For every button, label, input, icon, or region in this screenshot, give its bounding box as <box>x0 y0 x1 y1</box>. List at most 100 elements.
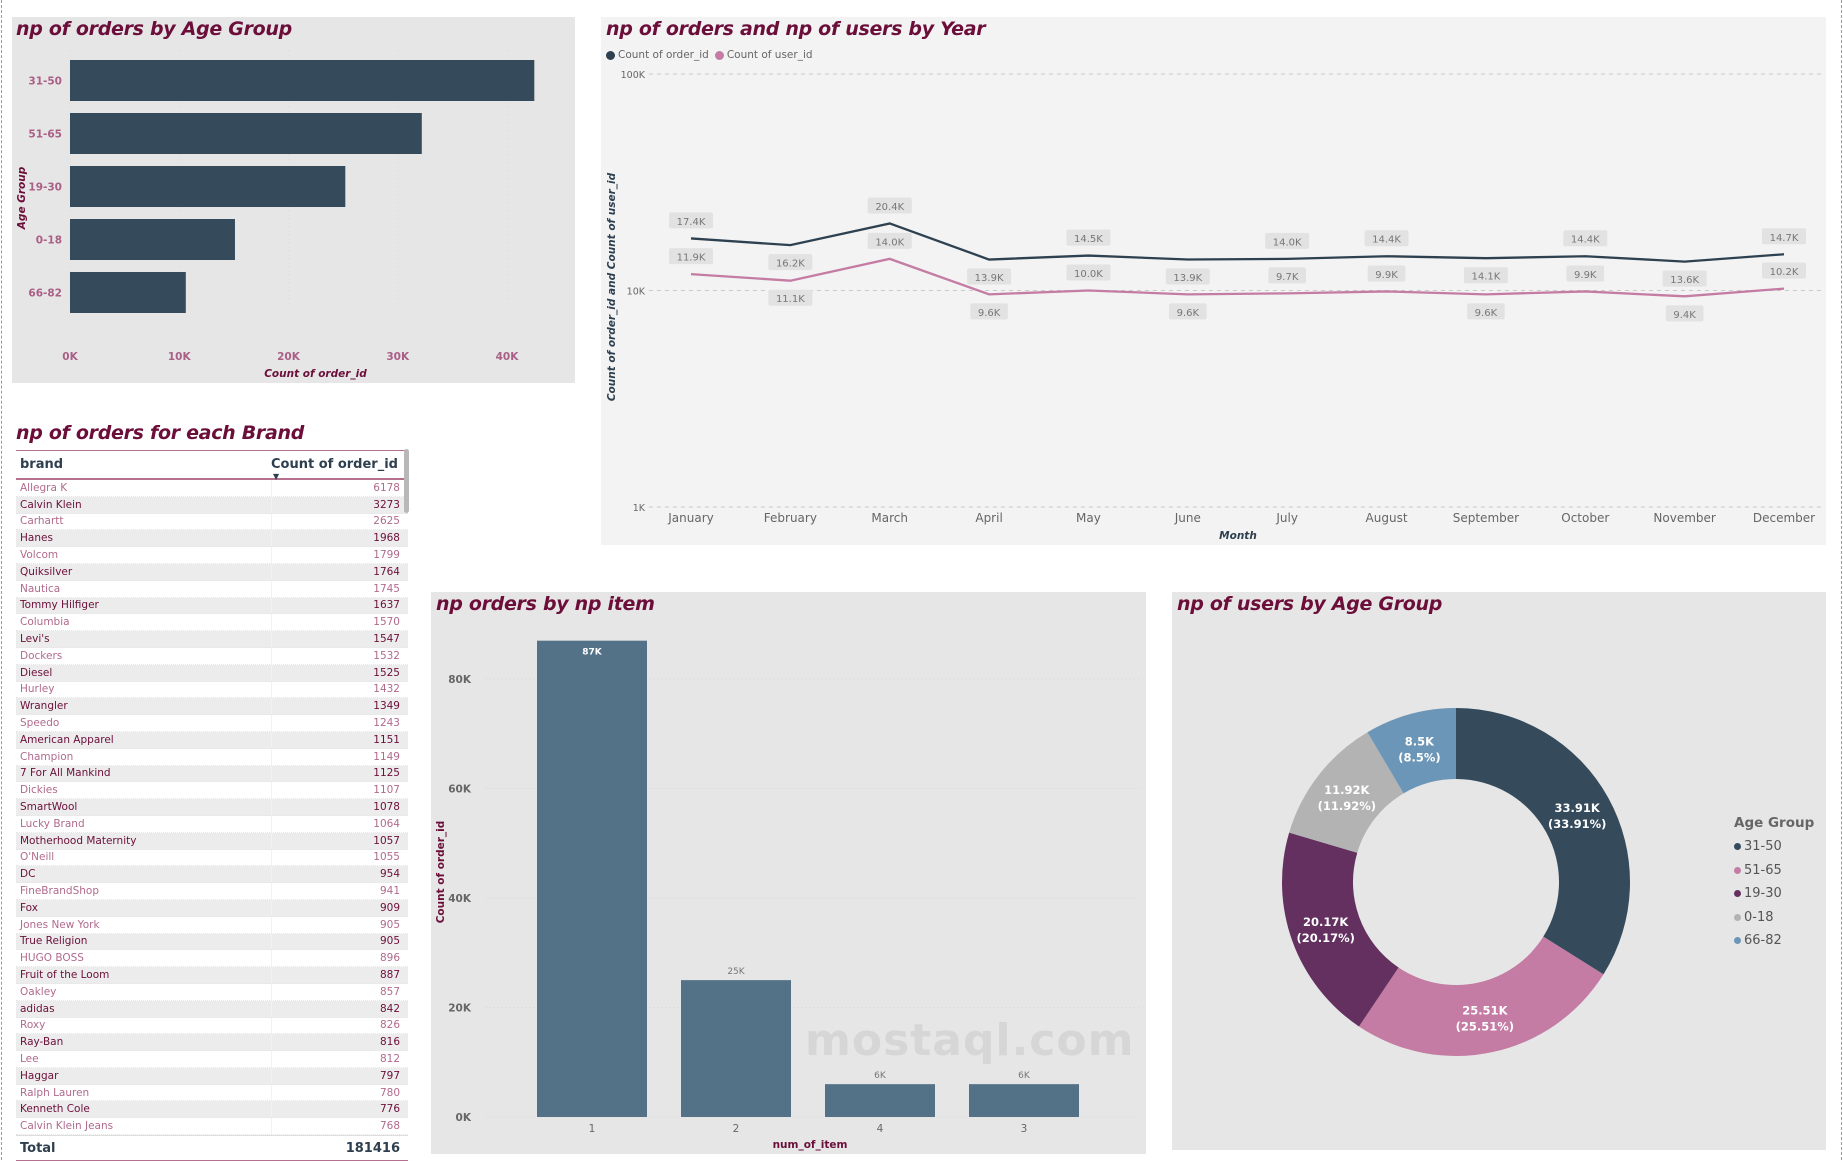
table-row[interactable]: Columbia 1570 <box>16 614 408 632</box>
x-tick-label: December <box>1753 511 1815 525</box>
bar-3 <box>969 1084 1079 1117</box>
total-value: 181416 <box>345 1140 400 1156</box>
table-row[interactable]: 7 For All Mankind 1125 <box>16 765 408 783</box>
table-row[interactable]: Jones New York 905 <box>16 916 408 934</box>
data-label-orders: 14.7K <box>1770 233 1799 244</box>
column-header-brand[interactable]: brand <box>20 457 64 472</box>
legend-dot-icon <box>1734 890 1741 898</box>
column-header-count[interactable]: Count of order_id ▼ <box>271 457 408 481</box>
legend-item-users[interactable]: Count of user_id <box>714 49 813 61</box>
age-bar-panel[interactable]: np of orders by Age Group 0K 10K 20K 30K 40K… <box>12 17 575 383</box>
line-legend: Count of order_id Count of user_id <box>606 49 813 61</box>
count-cell: 3273 <box>271 496 408 513</box>
data-label-bg <box>1367 265 1406 282</box>
table-row[interactable]: Oakley 857 <box>16 983 408 1001</box>
item-bar-panel[interactable]: np orders by np item 0K 20K 40K 60K 80K 87K 1 2… <box>431 592 1146 1154</box>
data-label-orders: 13.9K <box>1173 273 1202 284</box>
table-row[interactable]: DC 954 <box>16 866 408 884</box>
slice-percent-label: (33.91%) <box>1548 817 1606 831</box>
data-label-bg <box>1467 303 1505 320</box>
table-row[interactable]: Quiksilver 1764 <box>16 563 408 581</box>
table-row[interactable]: Kenneth Cole 776 <box>16 1101 408 1119</box>
y-tick-label: 10K <box>627 287 646 298</box>
legend-item-31-50[interactable]: 31-50 <box>1734 835 1814 859</box>
table-row[interactable]: HUGO BOSS 896 <box>16 950 408 968</box>
table-row[interactable]: Volcom 1799 <box>16 547 408 564</box>
legend-item-19-30[interactable]: 19-30 <box>1734 882 1814 906</box>
table-row[interactable]: Hanes 1968 <box>16 530 408 548</box>
legend-item-0-18[interactable]: 0-18 <box>1734 906 1814 930</box>
data-label-users: 10.2K <box>1770 267 1799 278</box>
brand-cell: Hurley <box>20 683 55 696</box>
table-row[interactable]: adidas 842 <box>16 1000 408 1018</box>
y-tick-label: 1K <box>633 503 646 514</box>
brand-cell: HUGO BOSS <box>20 952 84 965</box>
table-row[interactable]: Calvin Klein 3273 <box>16 496 408 514</box>
table-row[interactable]: Dockers 1532 <box>16 647 408 665</box>
brand-cell: Hanes <box>20 532 53 545</box>
table-row[interactable]: Motherhood Maternity 1057 <box>16 832 408 850</box>
table-row[interactable]: FineBrandShop 941 <box>16 883 408 900</box>
table-row[interactable]: Lucky Brand 1064 <box>16 815 408 833</box>
count-cell: 797 <box>271 1067 408 1084</box>
legend-item-orders[interactable]: Count of order_id <box>606 49 709 61</box>
table-row[interactable]: Carhartt 2625 <box>16 513 408 531</box>
age-donut-title: np of users by Age Group <box>1177 593 1443 615</box>
table-row[interactable]: Hurley 1432 <box>16 681 408 699</box>
legend-item-66-82[interactable]: 66-82 <box>1734 929 1814 953</box>
table-row[interactable]: Diesel 1525 <box>16 664 408 682</box>
month-line-chart: 1K 10K 100K January February March April May Jun… <box>606 70 1821 542</box>
count-cell: 842 <box>271 1000 408 1017</box>
data-label-bg <box>1563 230 1608 247</box>
table-row[interactable]: Fox 909 <box>16 899 408 917</box>
data-label-orders: 13.9K <box>975 273 1004 284</box>
brand-cell: O'Neill <box>20 851 55 864</box>
table-row[interactable]: Ray-Ban 816 <box>16 1034 408 1052</box>
donut-slice-19-30 <box>1282 832 1399 1027</box>
data-label-bg <box>669 248 713 265</box>
table-scrollbar[interactable] <box>404 449 409 513</box>
y-tick-label: 100K <box>621 70 646 81</box>
table-row[interactable]: True Religion 905 <box>16 933 408 951</box>
data-label-bg <box>768 289 813 306</box>
table-row[interactable]: Dickies 1107 <box>16 782 408 800</box>
data-label-bg <box>1463 267 1508 284</box>
count-cell: 1243 <box>271 715 408 731</box>
table-row[interactable]: Haggar 797 <box>16 1067 408 1085</box>
donut-slice-0-18 <box>1289 732 1404 853</box>
donut-legend: Age Group 31-50 51-65 19-30 0-18 66-82 <box>1734 815 1814 953</box>
x-tick-label: May <box>1076 511 1101 525</box>
table-row[interactable]: Fruit of the Loom 887 <box>16 967 408 984</box>
table-row[interactable]: Roxy 826 <box>16 1017 408 1035</box>
month-line-panel[interactable]: np of orders and np of users by Year 1K 1… <box>601 17 1826 545</box>
x-tick-label: July <box>1275 511 1298 525</box>
slice-percent-label: (11.92%) <box>1318 799 1376 813</box>
table-row[interactable]: Lee 812 <box>16 1051 408 1068</box>
age-donut-panel[interactable]: np of users by Age Group 33.91K (33.91%) 2… <box>1172 592 1826 1150</box>
bar-1 <box>537 640 647 1117</box>
table-row[interactable]: American Apparel 1151 <box>16 731 408 749</box>
table-row[interactable]: Levi's 1547 <box>16 631 408 648</box>
legend-label: 66-82 <box>1744 933 1782 949</box>
count-cell: 776 <box>271 1101 408 1118</box>
table-row[interactable]: Nautica 1745 <box>16 580 408 598</box>
legend-item-51-65[interactable]: 51-65 <box>1734 859 1814 883</box>
table-row[interactable]: SmartWool 1078 <box>16 799 408 816</box>
table-body[interactable]: Allegra K 6178 Calvin Klein 3273 Carhartt 262… <box>16 480 408 1135</box>
table-row[interactable]: Allegra K 6178 <box>16 480 408 497</box>
bar-4 <box>825 1084 935 1117</box>
table-row[interactable]: Ralph Lauren 780 <box>16 1084 408 1102</box>
brand-table-title: np of orders for each Brand <box>16 422 304 444</box>
bar-31-50 <box>70 60 535 101</box>
table-row[interactable]: Tommy Hilfiger 1637 <box>16 597 408 615</box>
brand-cell: Diesel <box>20 666 53 679</box>
table-row[interactable]: Calvin Klein Jeans 768 <box>16 1118 408 1135</box>
x-axis-title: Count of order_id <box>264 368 367 380</box>
table-row[interactable]: O'Neill 1055 <box>16 849 408 867</box>
table-row[interactable]: Wrangler 1349 <box>16 698 408 716</box>
count-cell: 1525 <box>271 664 408 681</box>
table-row[interactable]: Speedo 1243 <box>16 715 408 732</box>
table-row[interactable]: Champion 1149 <box>16 748 408 766</box>
donut-slice-31-50 <box>1456 708 1630 975</box>
brand-cell: Columbia <box>20 616 70 629</box>
